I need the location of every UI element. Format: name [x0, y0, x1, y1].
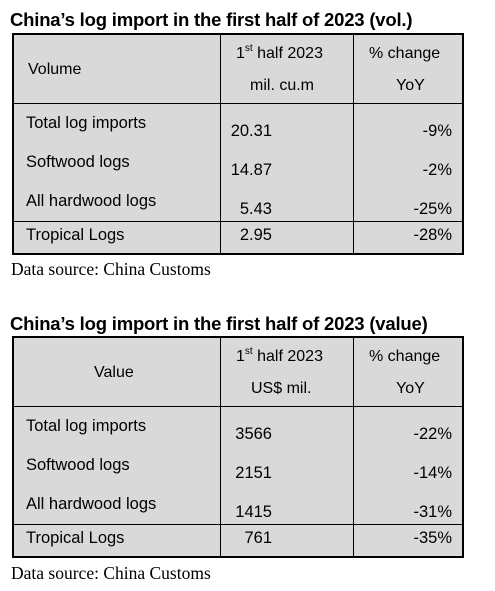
row-label: Softwood logs [26, 456, 130, 474]
header-period: 1st half 2023 [236, 346, 323, 365]
data-source: Data source: China Customs [11, 259, 211, 279]
table-2-title: China’s log import in the first half of … [10, 313, 428, 334]
row-change: -22% [413, 425, 452, 443]
header-yoy: YoY [396, 380, 425, 397]
row-label: All hardwood logs [26, 495, 157, 513]
header-label: Value [94, 364, 134, 381]
row-label: Tropical Logs [26, 529, 125, 547]
row-change: -35% [413, 529, 452, 547]
value-table: Value 1st half 2023 US$ mil. % change Yo… [12, 336, 464, 558]
row-change: -9% [422, 122, 452, 140]
table-row: Softwood logs 2151 -14% [14, 446, 462, 485]
row-change: -31% [413, 503, 452, 521]
header-period: 1st half 2023 [236, 43, 323, 62]
table-1-title: China’s log import in the first half of … [10, 9, 413, 30]
row-label: Total log imports [26, 417, 147, 435]
header-yoy: YoY [396, 77, 425, 94]
row-change: -28% [413, 226, 452, 244]
table-row: Softwood logs 14.87 -2% [14, 143, 462, 182]
header-unit: US$ mil. [251, 380, 312, 397]
header-unit: mil. cu.m [250, 77, 314, 94]
row-label: All hardwood logs [26, 192, 157, 210]
header-label: Volume [28, 61, 82, 78]
row-value: 2.95 [239, 226, 272, 244]
table-row: Total log imports 20.31 -9% [14, 104, 462, 143]
table-row: All hardwood logs 5.43 -25% [14, 182, 462, 221]
header-change: % change [369, 45, 441, 62]
table-row: Total log imports 3566 -22% [14, 407, 462, 446]
row-label: Total log imports [26, 114, 147, 132]
data-source: Data source: China Customs [11, 563, 211, 583]
row-value: 20.31 [230, 122, 272, 140]
volume-table: Volume 1st half 2023 mil. cu.m % change … [12, 33, 464, 255]
row-value: 3566 [235, 425, 272, 443]
row-value: 2151 [235, 464, 272, 482]
row-change: -14% [413, 464, 452, 482]
table-header: Volume 1st half 2023 mil. cu.m % change … [14, 35, 462, 104]
table-row: All hardwood logs 1415 -31% [14, 485, 462, 524]
header-change: % change [369, 348, 441, 365]
table-row: Tropical Logs 2.95 -28% [14, 221, 462, 254]
row-label: Softwood logs [26, 153, 130, 171]
row-value: 14.87 [230, 161, 272, 179]
row-change: -25% [413, 200, 452, 218]
row-value: 1415 [235, 503, 272, 521]
row-value: 761 [244, 529, 272, 547]
table-header: Value 1st half 2023 US$ mil. % change Yo… [14, 338, 462, 407]
table-row: Tropical Logs 761 -35% [14, 524, 462, 557]
row-value: 5.43 [239, 200, 272, 218]
row-label: Tropical Logs [26, 226, 125, 244]
row-change: -2% [422, 161, 452, 179]
